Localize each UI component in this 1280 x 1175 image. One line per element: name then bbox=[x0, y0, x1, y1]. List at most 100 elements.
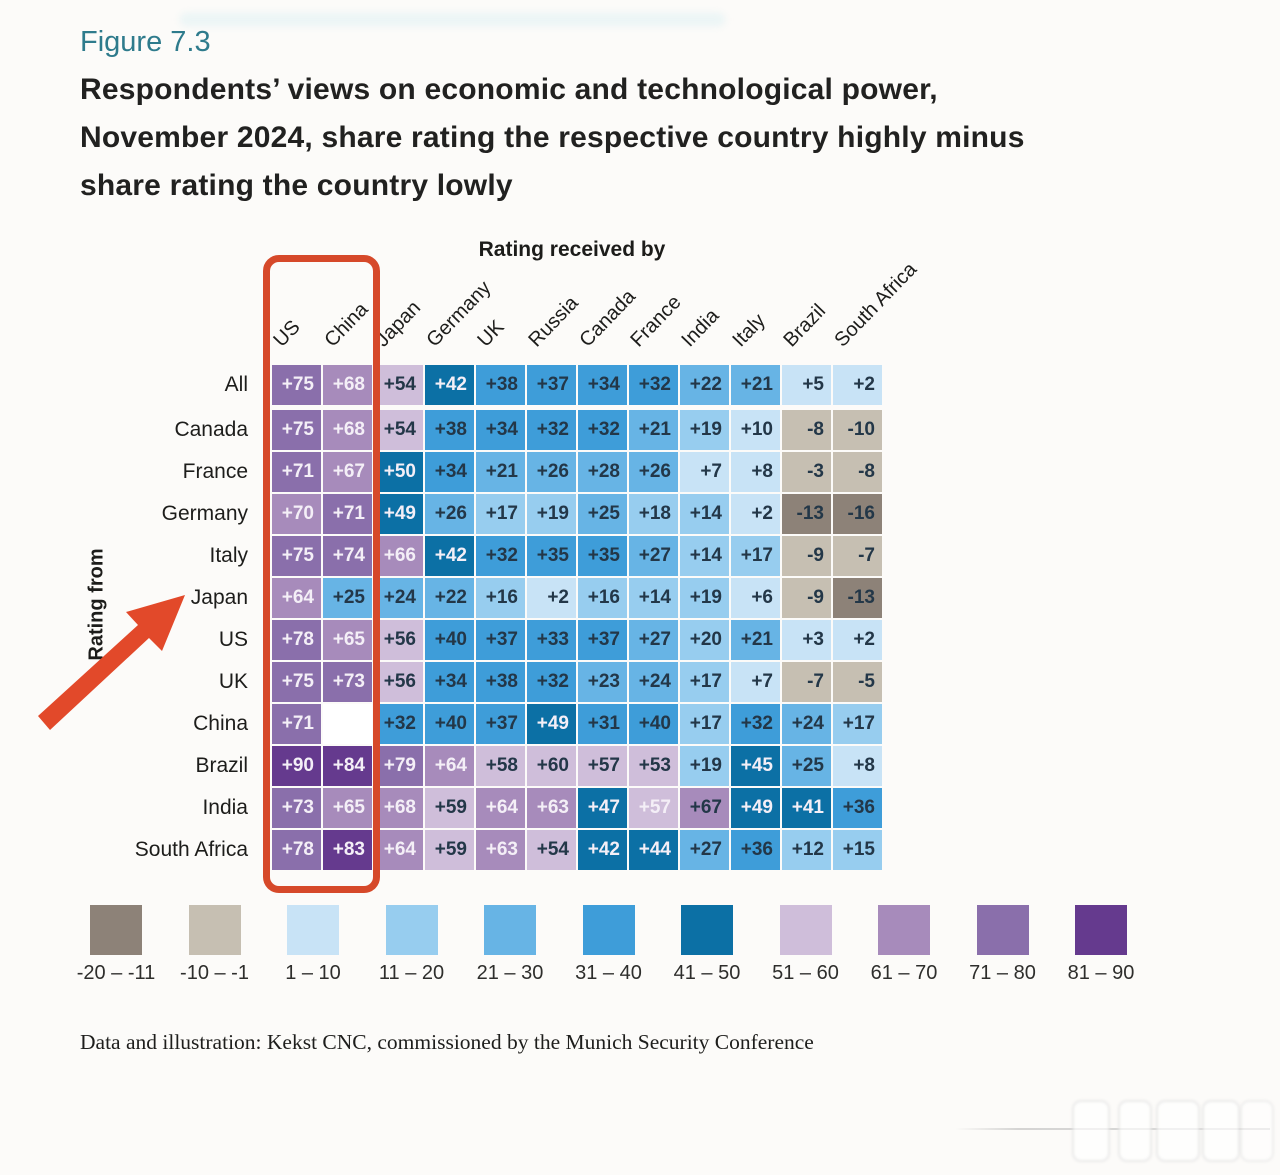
heatmap-cell: +47 bbox=[578, 788, 627, 828]
watermark-glyph bbox=[1118, 1100, 1152, 1162]
heatmap-cell: -13 bbox=[833, 578, 882, 618]
heatmap-cell: +41 bbox=[782, 788, 831, 828]
row-label: All bbox=[224, 373, 248, 396]
row-label: Brazil bbox=[195, 754, 248, 777]
row-label: Japan bbox=[190, 586, 248, 609]
heatmap-cell: +32 bbox=[731, 704, 780, 744]
heatmap-cell: +2 bbox=[833, 620, 882, 660]
legend-swatch bbox=[976, 905, 1029, 955]
scan-smudge bbox=[180, 13, 725, 26]
heatmap-cell: -7 bbox=[833, 536, 882, 576]
legend-swatch bbox=[779, 905, 832, 955]
heatmap-cell: +24 bbox=[374, 578, 423, 618]
legend-swatch bbox=[90, 905, 142, 955]
heatmap-cell: +19 bbox=[680, 410, 729, 450]
heatmap-cell: +49 bbox=[374, 494, 423, 534]
heatmap-cell: +64 bbox=[476, 788, 525, 828]
heatmap-cell: +23 bbox=[578, 662, 627, 702]
heatmap-cell: -16 bbox=[833, 494, 882, 534]
heatmap-cell: +65 bbox=[323, 788, 372, 828]
heatmap-cell: +38 bbox=[425, 410, 474, 450]
column-header: Russia bbox=[524, 292, 583, 352]
heatmap-cell bbox=[323, 704, 372, 744]
heatmap-cell: +27 bbox=[629, 536, 678, 576]
heatmap-cell: +25 bbox=[782, 746, 831, 786]
heatmap-cell: +42 bbox=[425, 365, 474, 405]
heatmap-cell: +5 bbox=[782, 365, 831, 405]
heatmap-cell: +17 bbox=[680, 662, 729, 702]
heatmap-cell: +67 bbox=[323, 452, 372, 492]
heatmap-cell: -8 bbox=[782, 410, 831, 450]
heatmap-cell: -10 bbox=[833, 410, 882, 450]
legend-swatch bbox=[1075, 905, 1127, 955]
figure-title-line-3: share rating the country lowly bbox=[80, 169, 513, 202]
heatmap-cell: +79 bbox=[374, 746, 423, 786]
figure-number: Figure 7.3 bbox=[80, 26, 211, 58]
heatmap-cell: +56 bbox=[374, 662, 423, 702]
heatmap-cell: +37 bbox=[476, 620, 525, 660]
column-header: India bbox=[677, 304, 724, 352]
heatmap-cell: +16 bbox=[578, 578, 627, 618]
heatmap-cell: +7 bbox=[680, 452, 729, 492]
heatmap-cell: +14 bbox=[629, 578, 678, 618]
heatmap-cell: +54 bbox=[374, 410, 423, 450]
heatmap-cell: +26 bbox=[629, 452, 678, 492]
heatmap-cell: +17 bbox=[731, 536, 780, 576]
heatmap-cell: +68 bbox=[323, 410, 372, 450]
heatmap-cell: +35 bbox=[578, 536, 627, 576]
source-note: Data and illustration: Kekst CNC, commis… bbox=[80, 1030, 814, 1054]
heatmap-cell: +75 bbox=[272, 365, 321, 405]
heatmap-cell: +26 bbox=[527, 452, 576, 492]
heatmap-cell: +19 bbox=[680, 746, 729, 786]
row-label: France bbox=[182, 460, 248, 483]
heatmap-cell: +73 bbox=[323, 662, 372, 702]
annotation-arrow bbox=[38, 595, 185, 730]
legend-label: -10 – -1 bbox=[180, 962, 249, 984]
figure-title-line-2: November 2024, share rating the respecti… bbox=[80, 121, 1025, 154]
heatmap-cell: +22 bbox=[425, 578, 474, 618]
heatmap-cell: +36 bbox=[731, 830, 780, 870]
heatmap-cell: +32 bbox=[527, 662, 576, 702]
legend-label: -20 – -11 bbox=[76, 962, 156, 984]
row-label: Germany bbox=[161, 502, 248, 525]
heatmap-cell: +32 bbox=[476, 536, 525, 576]
x-axis-title: Rating received by bbox=[478, 238, 666, 261]
heatmap-cell: +83 bbox=[323, 830, 372, 870]
heatmap-cell: +26 bbox=[425, 494, 474, 534]
row-label: UK bbox=[218, 670, 248, 693]
heatmap-cell: +64 bbox=[374, 830, 423, 870]
heatmap-cell: +10 bbox=[731, 410, 780, 450]
heatmap-cell: +66 bbox=[374, 536, 423, 576]
heatmap-cell: +16 bbox=[476, 578, 525, 618]
heatmap-cell: +3 bbox=[782, 620, 831, 660]
legend-swatch bbox=[582, 905, 635, 955]
heatmap-cell: +40 bbox=[425, 620, 474, 660]
heatmap-cell: +27 bbox=[680, 830, 729, 870]
heatmap-cell: +56 bbox=[374, 620, 423, 660]
heatmap-cell: +75 bbox=[272, 536, 321, 576]
legend-swatch bbox=[188, 905, 241, 955]
watermark bbox=[940, 1092, 1275, 1172]
heatmap-cell: +14 bbox=[680, 494, 729, 534]
heatmap-cell: +63 bbox=[476, 830, 525, 870]
legend-label: 71 – 80 bbox=[969, 962, 1036, 984]
heatmap-cell: +74 bbox=[323, 536, 372, 576]
heatmap-cell: +78 bbox=[272, 830, 321, 870]
heatmap-cell: +49 bbox=[731, 788, 780, 828]
heatmap-cell: +57 bbox=[629, 788, 678, 828]
heatmap-cell: +64 bbox=[425, 746, 474, 786]
heatmap-cell: +28 bbox=[578, 452, 627, 492]
heatmap-cell: +7 bbox=[731, 662, 780, 702]
heatmap-cell: +25 bbox=[323, 578, 372, 618]
heatmap-cell: +17 bbox=[476, 494, 525, 534]
heatmap-cell: +59 bbox=[425, 830, 474, 870]
heatmap-cell: +32 bbox=[629, 365, 678, 405]
heatmap-cell: +50 bbox=[374, 452, 423, 492]
column-header: Canada bbox=[575, 285, 640, 352]
heatmap-cell: +2 bbox=[731, 494, 780, 534]
heatmap-cell: +45 bbox=[731, 746, 780, 786]
heatmap-cell: +33 bbox=[527, 620, 576, 660]
heatmap-cell: +65 bbox=[323, 620, 372, 660]
row-label: South Africa bbox=[134, 838, 248, 861]
legend-swatch bbox=[287, 905, 339, 955]
